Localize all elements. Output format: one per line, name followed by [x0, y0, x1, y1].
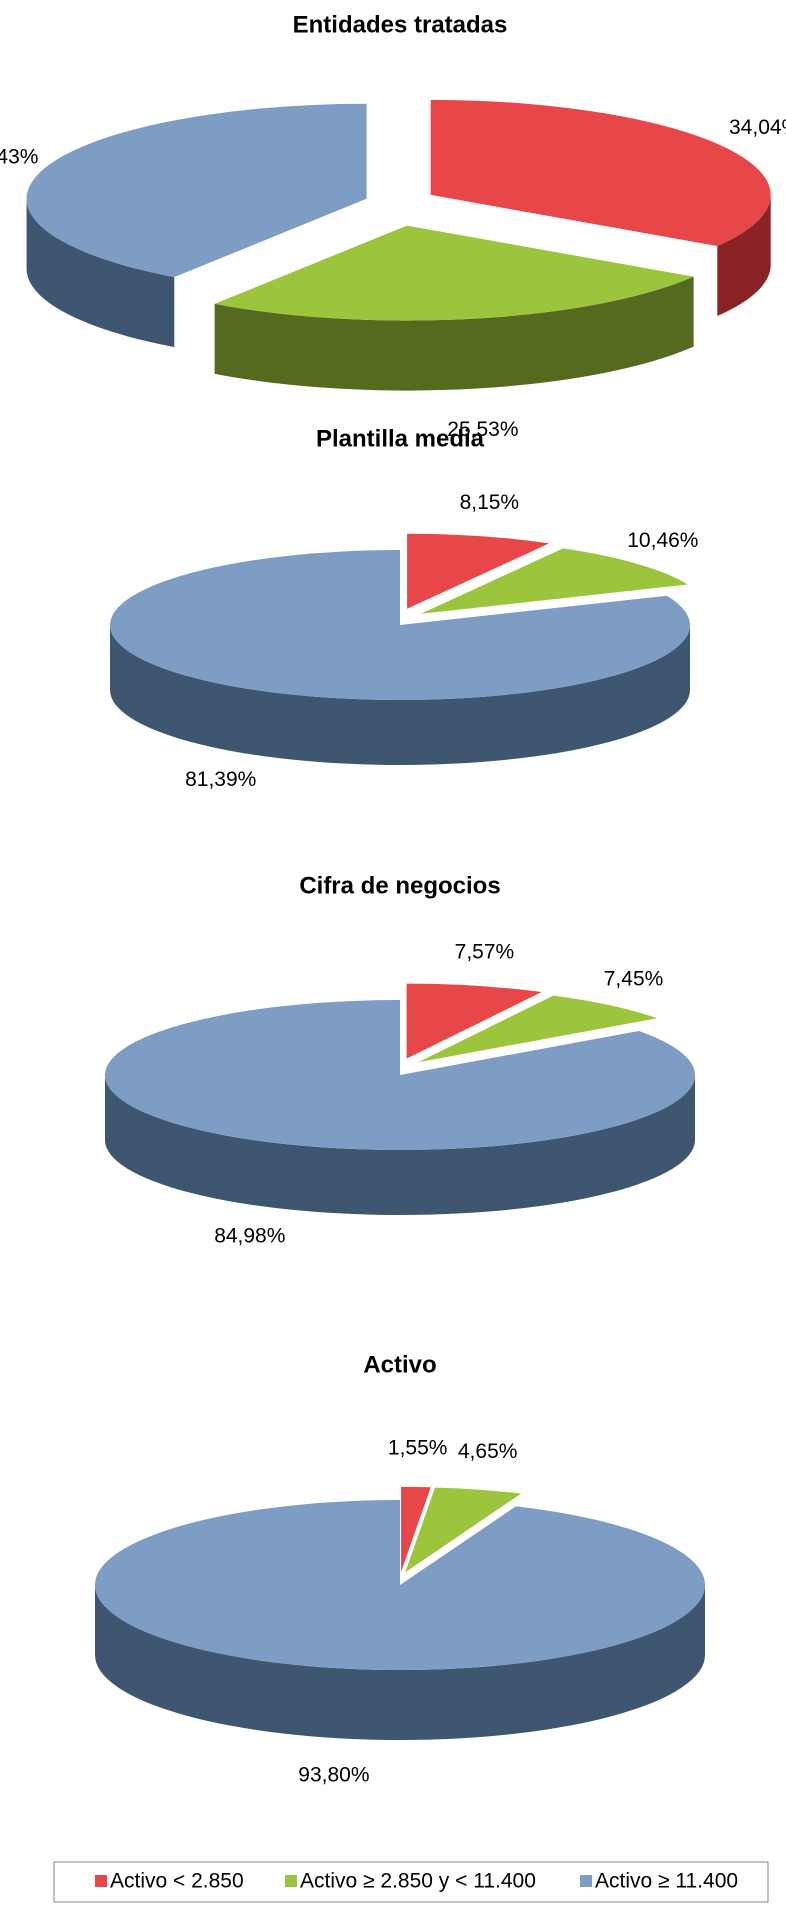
slice-top: [401, 1486, 431, 1572]
chart-title: Entidades tratadas: [293, 11, 508, 38]
data-label: 8,15%: [460, 491, 520, 514]
data-label: 81,39%: [185, 768, 256, 791]
pie-slice: [105, 1000, 695, 1215]
data-label: 34,04%: [729, 116, 786, 139]
slice-top: [105, 1000, 695, 1150]
slice-side: [105, 1075, 695, 1215]
legend-swatch: [285, 1875, 297, 1887]
pie-slice: [430, 99, 771, 317]
pie-slice: [418, 995, 658, 1063]
data-label: 10,46%: [627, 529, 698, 552]
legend-label: Activo ≥ 2.850 y < 11.400: [300, 1870, 536, 1893]
slice-top: [407, 533, 550, 609]
slice-side: [26, 198, 175, 348]
slice-side: [717, 194, 771, 317]
pie-slice: [405, 1487, 522, 1573]
slice-side: [95, 1585, 705, 1740]
data-label: 1,55%: [388, 1436, 448, 1459]
slice-top: [26, 103, 367, 278]
data-label: 25,53%: [447, 418, 518, 441]
chart-title: Plantilla media: [316, 425, 485, 452]
pie-slice: [95, 1500, 706, 1740]
legend-swatch: [95, 1875, 107, 1887]
pie-slice: [407, 533, 550, 609]
pie-slice: [109, 550, 690, 765]
pie-slice: [406, 983, 542, 1059]
data-label: 7,45%: [604, 967, 664, 990]
slice-top: [406, 983, 542, 1059]
slice-side: [214, 276, 694, 391]
slice-side: [110, 625, 690, 765]
pie-slice: [214, 225, 694, 391]
data-label: 93,80%: [298, 1763, 369, 1786]
slice-top: [420, 548, 688, 614]
legend-swatch: [580, 1875, 592, 1887]
pie-slice: [401, 1486, 431, 1572]
data-label: 84,98%: [214, 1224, 285, 1247]
data-label: 7,57%: [455, 941, 515, 964]
slice-top: [95, 1500, 706, 1671]
legend-label: Activo ≥ 11.400: [595, 1870, 738, 1893]
data-label: 40,43%: [0, 146, 38, 169]
pie-slice: [26, 103, 367, 348]
slice-top: [430, 99, 771, 247]
legend-label: Activo < 2.850: [110, 1870, 244, 1893]
pie-slice: [420, 548, 688, 614]
slice-top: [405, 1487, 522, 1573]
slice-top: [418, 995, 658, 1063]
data-label: 4,65%: [458, 1440, 518, 1463]
legend-box: [53, 1861, 769, 1903]
chart-title: Activo: [363, 1351, 436, 1378]
slice-top: [109, 550, 690, 700]
slice-top: [214, 225, 694, 321]
chart-title: Cifra de negocios: [299, 872, 500, 899]
